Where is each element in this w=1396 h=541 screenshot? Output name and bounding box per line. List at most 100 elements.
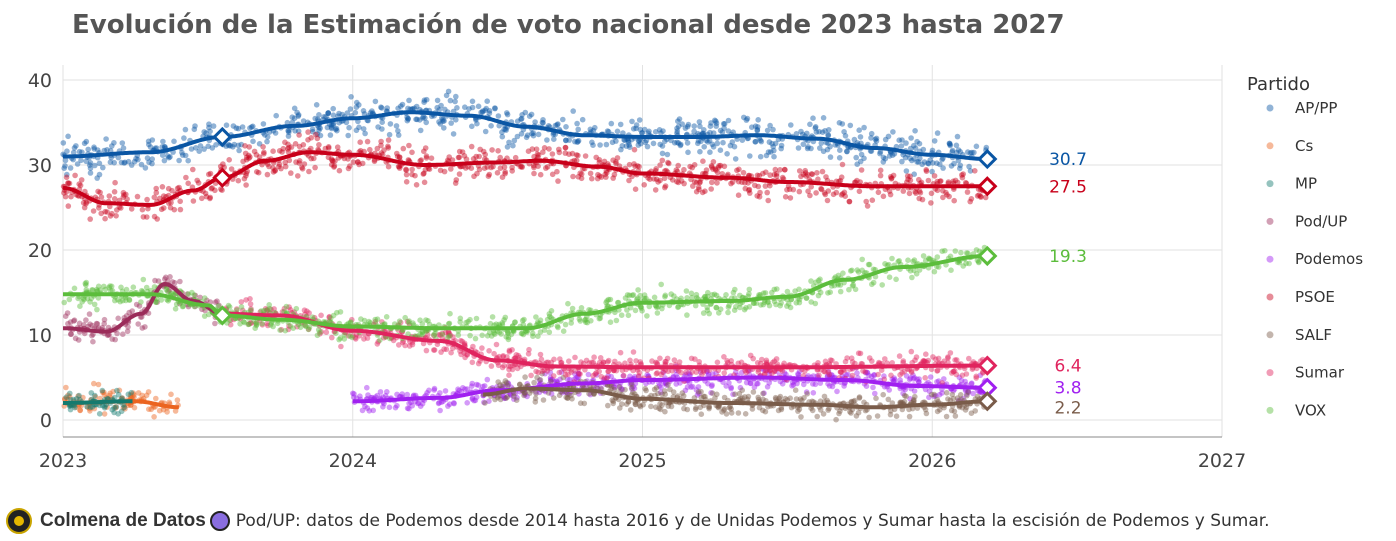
data-point bbox=[951, 368, 958, 374]
data-point bbox=[963, 404, 970, 411]
data-point bbox=[493, 341, 500, 348]
data-point bbox=[796, 406, 803, 413]
end-label: 27.5 bbox=[1049, 177, 1087, 197]
data-point bbox=[880, 391, 886, 398]
data-point bbox=[120, 331, 126, 338]
data-point bbox=[158, 206, 165, 213]
data-point bbox=[804, 145, 811, 152]
data-point bbox=[935, 355, 942, 362]
data-point bbox=[286, 129, 292, 136]
data-point bbox=[499, 364, 506, 371]
data-point bbox=[589, 139, 595, 146]
data-point bbox=[625, 312, 632, 319]
data-point bbox=[333, 330, 339, 337]
data-point bbox=[822, 128, 828, 134]
data-point bbox=[81, 140, 88, 147]
data-point bbox=[782, 194, 789, 200]
data-point bbox=[282, 139, 288, 146]
data-point bbox=[361, 111, 368, 117]
data-point bbox=[929, 147, 936, 154]
data-point bbox=[91, 380, 97, 387]
data-point bbox=[473, 315, 480, 322]
data-point bbox=[813, 190, 819, 196]
data-point bbox=[111, 189, 118, 195]
data-point bbox=[677, 142, 684, 149]
data-point bbox=[959, 372, 966, 379]
data-point bbox=[952, 357, 958, 363]
data-point bbox=[357, 139, 364, 145]
data-point bbox=[65, 133, 71, 140]
data-point bbox=[641, 126, 648, 133]
data-point bbox=[101, 411, 108, 417]
data-point bbox=[583, 357, 590, 364]
data-point bbox=[717, 127, 724, 134]
data-point bbox=[875, 371, 881, 378]
data-point bbox=[710, 159, 717, 165]
data-point bbox=[87, 160, 94, 166]
data-point bbox=[83, 279, 90, 286]
data-point bbox=[817, 145, 823, 151]
data-point bbox=[635, 138, 642, 144]
data-point bbox=[435, 400, 442, 407]
data-point bbox=[555, 178, 561, 184]
data-point bbox=[182, 152, 189, 159]
data-point bbox=[314, 116, 321, 123]
data-point bbox=[344, 110, 351, 116]
data-point bbox=[296, 158, 303, 164]
data-point bbox=[750, 389, 757, 395]
data-point bbox=[528, 372, 534, 379]
data-point bbox=[462, 104, 468, 110]
data-point bbox=[948, 163, 955, 169]
data-point bbox=[610, 400, 616, 407]
data-point bbox=[317, 125, 324, 131]
data-point bbox=[392, 404, 399, 411]
data-point bbox=[533, 314, 539, 320]
data-point bbox=[625, 399, 632, 405]
data-point bbox=[483, 105, 490, 112]
data-point bbox=[471, 173, 477, 180]
data-point bbox=[129, 308, 135, 314]
data-point bbox=[447, 97, 454, 104]
data-point bbox=[708, 186, 714, 192]
footer: Colmena de Datos Pod/UP: datos de Podemo… bbox=[6, 508, 1270, 534]
data-point bbox=[102, 215, 108, 222]
data-point bbox=[703, 137, 710, 144]
data-point bbox=[345, 132, 352, 139]
data-point bbox=[404, 117, 411, 124]
data-point bbox=[788, 122, 794, 128]
data-point bbox=[912, 393, 918, 400]
data-point bbox=[523, 134, 530, 141]
data-point bbox=[701, 127, 707, 133]
data-point bbox=[481, 165, 488, 171]
legend-label: Pod/UP bbox=[1295, 212, 1347, 230]
data-point bbox=[516, 354, 523, 361]
data-point bbox=[637, 126, 644, 133]
data-point bbox=[488, 363, 495, 369]
data-point bbox=[237, 321, 243, 327]
data-point bbox=[499, 133, 506, 140]
data-point bbox=[364, 138, 371, 145]
data-point bbox=[118, 408, 125, 415]
data-point bbox=[810, 115, 816, 121]
data-point bbox=[605, 402, 611, 409]
data-point bbox=[637, 403, 644, 410]
data-point bbox=[417, 117, 423, 123]
data-point bbox=[799, 131, 806, 138]
data-point bbox=[490, 163, 496, 170]
data-point bbox=[645, 175, 651, 181]
data-point bbox=[636, 117, 643, 123]
y-tick-label: 20 bbox=[28, 240, 52, 262]
data-point bbox=[798, 128, 804, 135]
data-point bbox=[519, 164, 525, 170]
data-point bbox=[443, 92, 450, 99]
data-point bbox=[746, 304, 753, 310]
data-point bbox=[906, 413, 913, 420]
data-point bbox=[479, 345, 485, 351]
data-point bbox=[603, 141, 610, 148]
data-point bbox=[109, 143, 115, 149]
legend-title: Partido bbox=[1247, 74, 1310, 95]
data-point bbox=[97, 189, 103, 196]
data-point bbox=[330, 105, 337, 112]
data-point bbox=[338, 343, 344, 350]
data-point bbox=[111, 159, 117, 166]
